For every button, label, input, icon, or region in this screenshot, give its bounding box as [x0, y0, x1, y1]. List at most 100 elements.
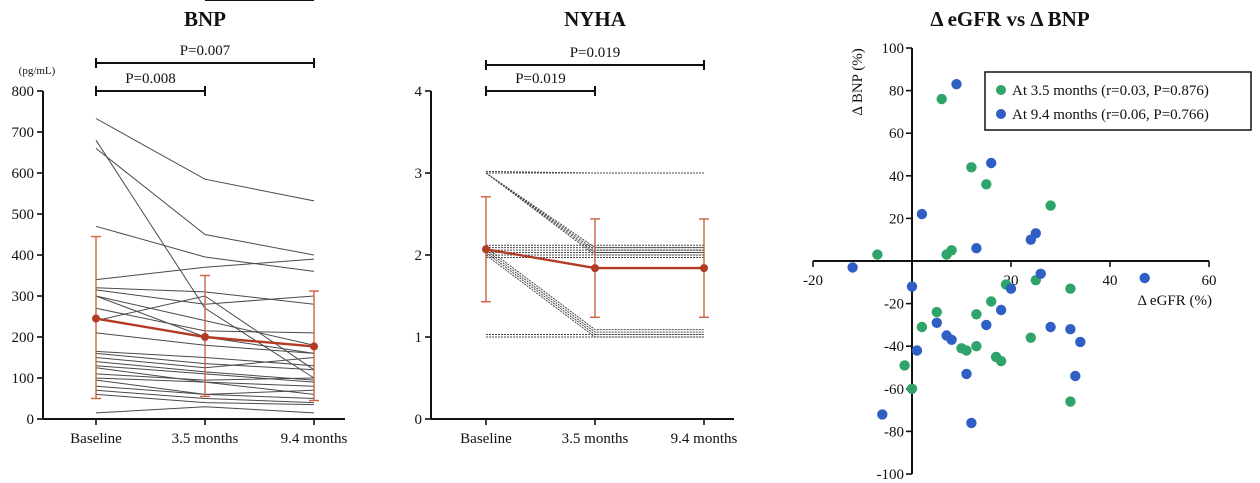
- y-tick-label: 700: [12, 125, 35, 141]
- comparison-p-value: P=0.383: [234, 0, 285, 4]
- legend-box: [984, 71, 1252, 131]
- scatter-point-9-4-months: [1075, 336, 1086, 348]
- y-tick-label: -60: [884, 382, 904, 398]
- mean-point: [591, 264, 599, 273]
- individual-line: [95, 148, 315, 256]
- scatter-point-3-5-months: [1025, 332, 1037, 343]
- y-tick-label: 1: [415, 330, 423, 346]
- y-tick-label: -20: [884, 297, 904, 313]
- y-tick-label: 40: [889, 169, 904, 185]
- y-tick-label: -100: [877, 467, 905, 483]
- comparison-p-value: P=0.019: [515, 71, 566, 87]
- y-tick-label: 300: [12, 289, 35, 305]
- x-tick-label: 3.5 months: [172, 431, 239, 447]
- y-tick-label: 600: [12, 166, 35, 182]
- scatter-point-3-5-months: [971, 341, 982, 352]
- x-tick-label: Baseline: [460, 431, 512, 447]
- scatter-point-3-5-months: [1065, 283, 1076, 294]
- scatter-point-3-5-months: [872, 249, 883, 260]
- scatter-point-3-5-months: [981, 179, 992, 190]
- x-axis-label: Δ eGFR (%): [1137, 293, 1212, 309]
- individual-line: [95, 118, 315, 202]
- mean-point: [201, 333, 209, 341]
- y-tick-label: -80: [884, 424, 904, 440]
- x-tick-label: 60: [1202, 273, 1217, 289]
- individual-line: [95, 406, 315, 414]
- scatter-point-9-4-months: [916, 208, 928, 220]
- y-tick-label: 500: [12, 207, 35, 223]
- y-tick-label: 0: [27, 412, 35, 428]
- x-tick-label: 3.5 months: [562, 431, 629, 447]
- scatter-point-9-4-months: [1030, 228, 1042, 239]
- scatter-point-9-4-months: [1045, 321, 1056, 333]
- scatter-point-9-4-months: [961, 368, 972, 380]
- chart-title: BNP: [184, 7, 226, 31]
- individual-line: [485, 249, 704, 333]
- y-tick-label: 200: [12, 330, 35, 346]
- y-tick-label: 4: [415, 84, 423, 100]
- x-tick-label: -20: [803, 273, 823, 289]
- y-axis-label: Δ BNP (%): [850, 48, 866, 115]
- y-tick-label: 800: [12, 84, 35, 100]
- nyha-panel: NYHA 0 1 2 3 4 Baseline 3.5 months 9.4 months P=0…: [415, 7, 738, 447]
- scatter-point-3-5-months: [1045, 200, 1056, 211]
- mean-point: [92, 314, 100, 323]
- individual-line: [95, 389, 315, 404]
- scatter-point-9-4-months: [911, 345, 923, 356]
- y-tick-label: 0: [415, 412, 423, 428]
- scatter-point-3-5-months: [986, 296, 997, 307]
- scatter-point-3-5-months: [995, 355, 1007, 367]
- legend-marker: [996, 109, 1006, 119]
- y-tick-label: 3: [415, 166, 423, 182]
- comparison-p-value: P=0.008: [125, 71, 176, 87]
- scatter-point-9-4-months: [877, 409, 888, 420]
- scatter-point-3-5-months: [961, 345, 972, 356]
- y-tick-label: 60: [889, 126, 904, 142]
- scatter-point-3-5-months: [966, 162, 977, 173]
- scatter-point-9-4-months: [1035, 268, 1046, 279]
- scatter-point-3-5-months: [971, 309, 982, 320]
- legend-marker: [996, 85, 1006, 95]
- individual-line: [95, 258, 315, 281]
- scatter-point-9-4-months: [946, 334, 957, 345]
- chart-title: NYHA: [564, 7, 627, 31]
- individual-line: [95, 225, 315, 272]
- scatter-point-3-5-months: [931, 306, 942, 318]
- y-tick-label: -40: [884, 339, 904, 355]
- scatter-point-9-4-months: [995, 304, 1007, 316]
- scatter-point-9-4-months: [1005, 283, 1017, 294]
- x-tick-label: 9.4 months: [281, 431, 348, 447]
- y-tick-label: 400: [12, 248, 35, 264]
- bnp-panel: BNP (pg/mL) 0 100 200 300 400 500 600 700 800 Basel…: [12, 0, 348, 447]
- individual-line: [485, 170, 704, 174]
- scatter-point-3-5-months: [946, 245, 957, 256]
- mean-point: [310, 342, 318, 351]
- scatter-point-9-4-months: [981, 319, 992, 331]
- scatter-point-9-4-months: [986, 157, 997, 169]
- scatter-point-9-4-months: [1070, 370, 1081, 382]
- mean-point: [700, 264, 708, 273]
- chart-title: Δ eGFR vs Δ BNP: [930, 7, 1090, 31]
- legend-label: At 3.5 months (r=0.03, P=0.876): [1012, 83, 1209, 99]
- egfr-bnp-scatter-panel: Δ eGFR vs Δ BNP -100 -80 -60 -40 -20 20 40 60 80 1…: [803, 7, 1252, 483]
- scatter-point-3-5-months: [1065, 396, 1076, 407]
- mean-point: [482, 245, 490, 254]
- scatter-point-3-5-months: [899, 360, 910, 371]
- scatter-point-3-5-months: [916, 321, 928, 333]
- individual-line: [485, 247, 704, 331]
- y-tick-label: 80: [889, 84, 904, 100]
- scatter-point-9-4-months: [966, 417, 977, 429]
- y-tick-label: 20: [889, 211, 904, 227]
- y-tick-label: 2: [415, 248, 423, 264]
- comparison-p-value: P=0.019: [570, 45, 621, 61]
- scatter-point-3-5-months: [906, 383, 918, 394]
- scatter-point-3-5-months: [936, 93, 947, 105]
- y-tick-label: 100: [12, 371, 35, 387]
- individual-line: [95, 393, 315, 406]
- scatter-point-9-4-months: [1139, 272, 1150, 284]
- scatter-point-9-4-months: [906, 281, 918, 292]
- unit-label: (pg/mL): [19, 65, 56, 77]
- x-tick-label: 9.4 months: [671, 431, 738, 447]
